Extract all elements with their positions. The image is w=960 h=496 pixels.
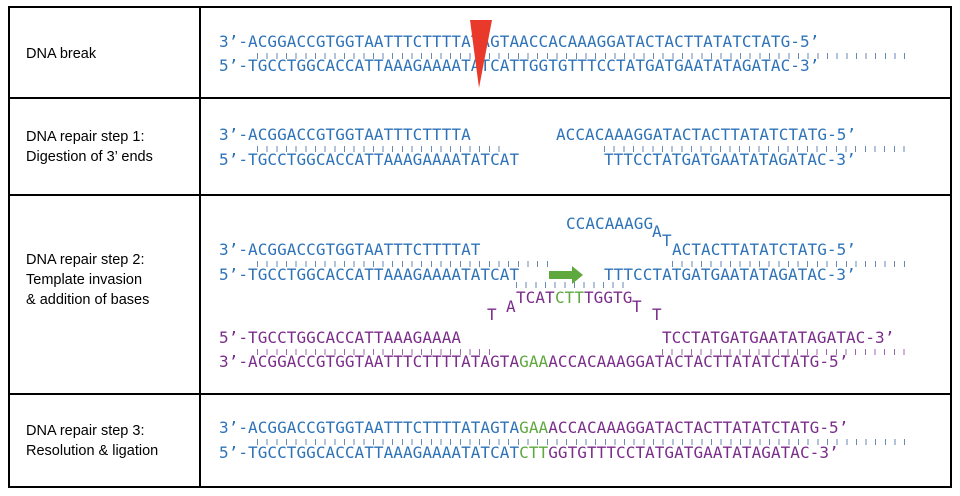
row-label-step-3: DNA repair step 3: Resolution & ligation (26, 421, 158, 461)
template-bottom-a: 3’-ACGGACCGTGGTAATTTCTTTTATAGTA (219, 352, 520, 371)
label-line: Template invasion (26, 272, 143, 288)
invading-strand-base: T (652, 305, 662, 324)
invading-strand-tcat: TCAT (516, 288, 555, 307)
step3-top-strand: 3’-ACGGACCGTGGTAATTTCTTTTATAGTAGAAACCACA… (219, 418, 848, 438)
invasion-pair-ticks (516, 282, 631, 288)
break-base-pair-ticks (257, 53, 911, 59)
step1-bottom-left: 5’-TGCCTGGCACCATTAAAGAAAATATCAT (219, 150, 520, 169)
break-bottom-strand: 5’-TGCCTGGCACCATTAAAGAAAATATCATTGGTGTTTC… (219, 56, 820, 75)
step3-top-b: ACCACAAAGGATACTACTTATATCTATG-5’ (548, 418, 849, 437)
step3-bottom-a: 5’-TGCCTGGCACCATTAAAGAAAATATCAT (219, 443, 520, 462)
step2-left-ticks (257, 261, 550, 267)
template-bottom-strand: 3’-ACGGACCGTGGTAATTTCTTTTATAGTAGAAACCACA… (219, 352, 848, 372)
step1-top-right: ACCACAAAGGATACTACTTATATCTATG-5’ (556, 125, 857, 144)
step3-bottom-strand: 5’-TGCCTGGCACCATTAAAGAAAATATCATCTTGGTGTT… (219, 443, 839, 463)
label-line: DNA repair step 2: (26, 252, 145, 268)
template-bottom-b: ACCACAAAGGATACTACTTATATCTATG-5’ (548, 352, 849, 371)
step3-pair-ticks (257, 439, 911, 445)
step2-top-left: 3’-ACGGACCGTGGTAATTTCTTTTAT (219, 240, 481, 259)
displaced-loop: CCACAAAGG (566, 214, 654, 233)
displaced-loop-base: T (662, 231, 672, 250)
step2-top-right: ACTACTTATATCTATG-5’ (672, 240, 856, 259)
step3-bottom-new: CTT (519, 443, 549, 462)
displaced-loop-base: A (652, 222, 662, 241)
step2-bottom-left: 5’-TGCCTGGCACCATTAAAGAAAATATCAT (219, 265, 520, 284)
step1-bottom-right: TTTCCTATGATGAATATAGATAC-3’ (604, 150, 856, 169)
template-top-left: 5’-TGCCTGGCACCATTAAAGAAAA (219, 328, 462, 347)
step2-right-ticks (672, 261, 911, 267)
step1-right-ticks (604, 146, 911, 152)
row-label-dna-break: DNA break (26, 44, 96, 64)
invading-strand-base: A (506, 297, 516, 316)
label-line: DNA repair step 3: (26, 423, 145, 439)
label-line: DNA break (26, 46, 97, 62)
invading-new-bases: CTT (555, 288, 585, 307)
template-right-ticks (662, 349, 911, 355)
label-line: Resolution & ligation (26, 443, 159, 459)
invading-strand-rest: TGGTG (584, 288, 633, 307)
template-top-right: TCCTATGATGAATATAGATAC-3’ (662, 328, 895, 347)
row-label-step-1: DNA repair step 1: Digestion of 3’ ends (26, 127, 153, 167)
label-line: DNA repair step 1: (26, 129, 145, 145)
extension-arrow-icon (549, 266, 583, 284)
diagram-table (8, 6, 952, 488)
template-left-ticks (257, 349, 491, 355)
break-marker-icon (470, 20, 492, 88)
step3-top-new: GAA (519, 418, 549, 437)
row-divider-1 (8, 97, 952, 99)
step2-bottom-right: TTTCCTATGATGAATATAGATAC-3’ (604, 265, 856, 284)
row-divider-2 (8, 194, 952, 196)
break-top-strand: 3’-ACGGACCGTGGTAATTTCTTTTATAGTAACCACAAAG… (219, 32, 820, 51)
row-divider-3 (8, 393, 952, 395)
invading-strand-base: T (632, 297, 642, 316)
row-label-step-2: DNA repair step 2: Template invasion & a… (26, 250, 149, 310)
step3-top-a: 3’-ACGGACCGTGGTAATTTCTTTTATAGTA (219, 418, 520, 437)
column-divider (199, 6, 201, 488)
step1-top-left: 3’-ACGGACCGTGGTAATTTCTTTTA (219, 125, 471, 144)
template-bottom-new: GAA (519, 352, 549, 371)
step3-bottom-b: GGTGTTTCCTATGATGAATATAGATAC-3’ (548, 443, 839, 462)
label-line: & addition of bases (26, 292, 150, 308)
invading-strand-base: T (487, 305, 497, 324)
label-line: Digestion of 3’ ends (26, 149, 153, 165)
step1-left-ticks (257, 146, 501, 152)
